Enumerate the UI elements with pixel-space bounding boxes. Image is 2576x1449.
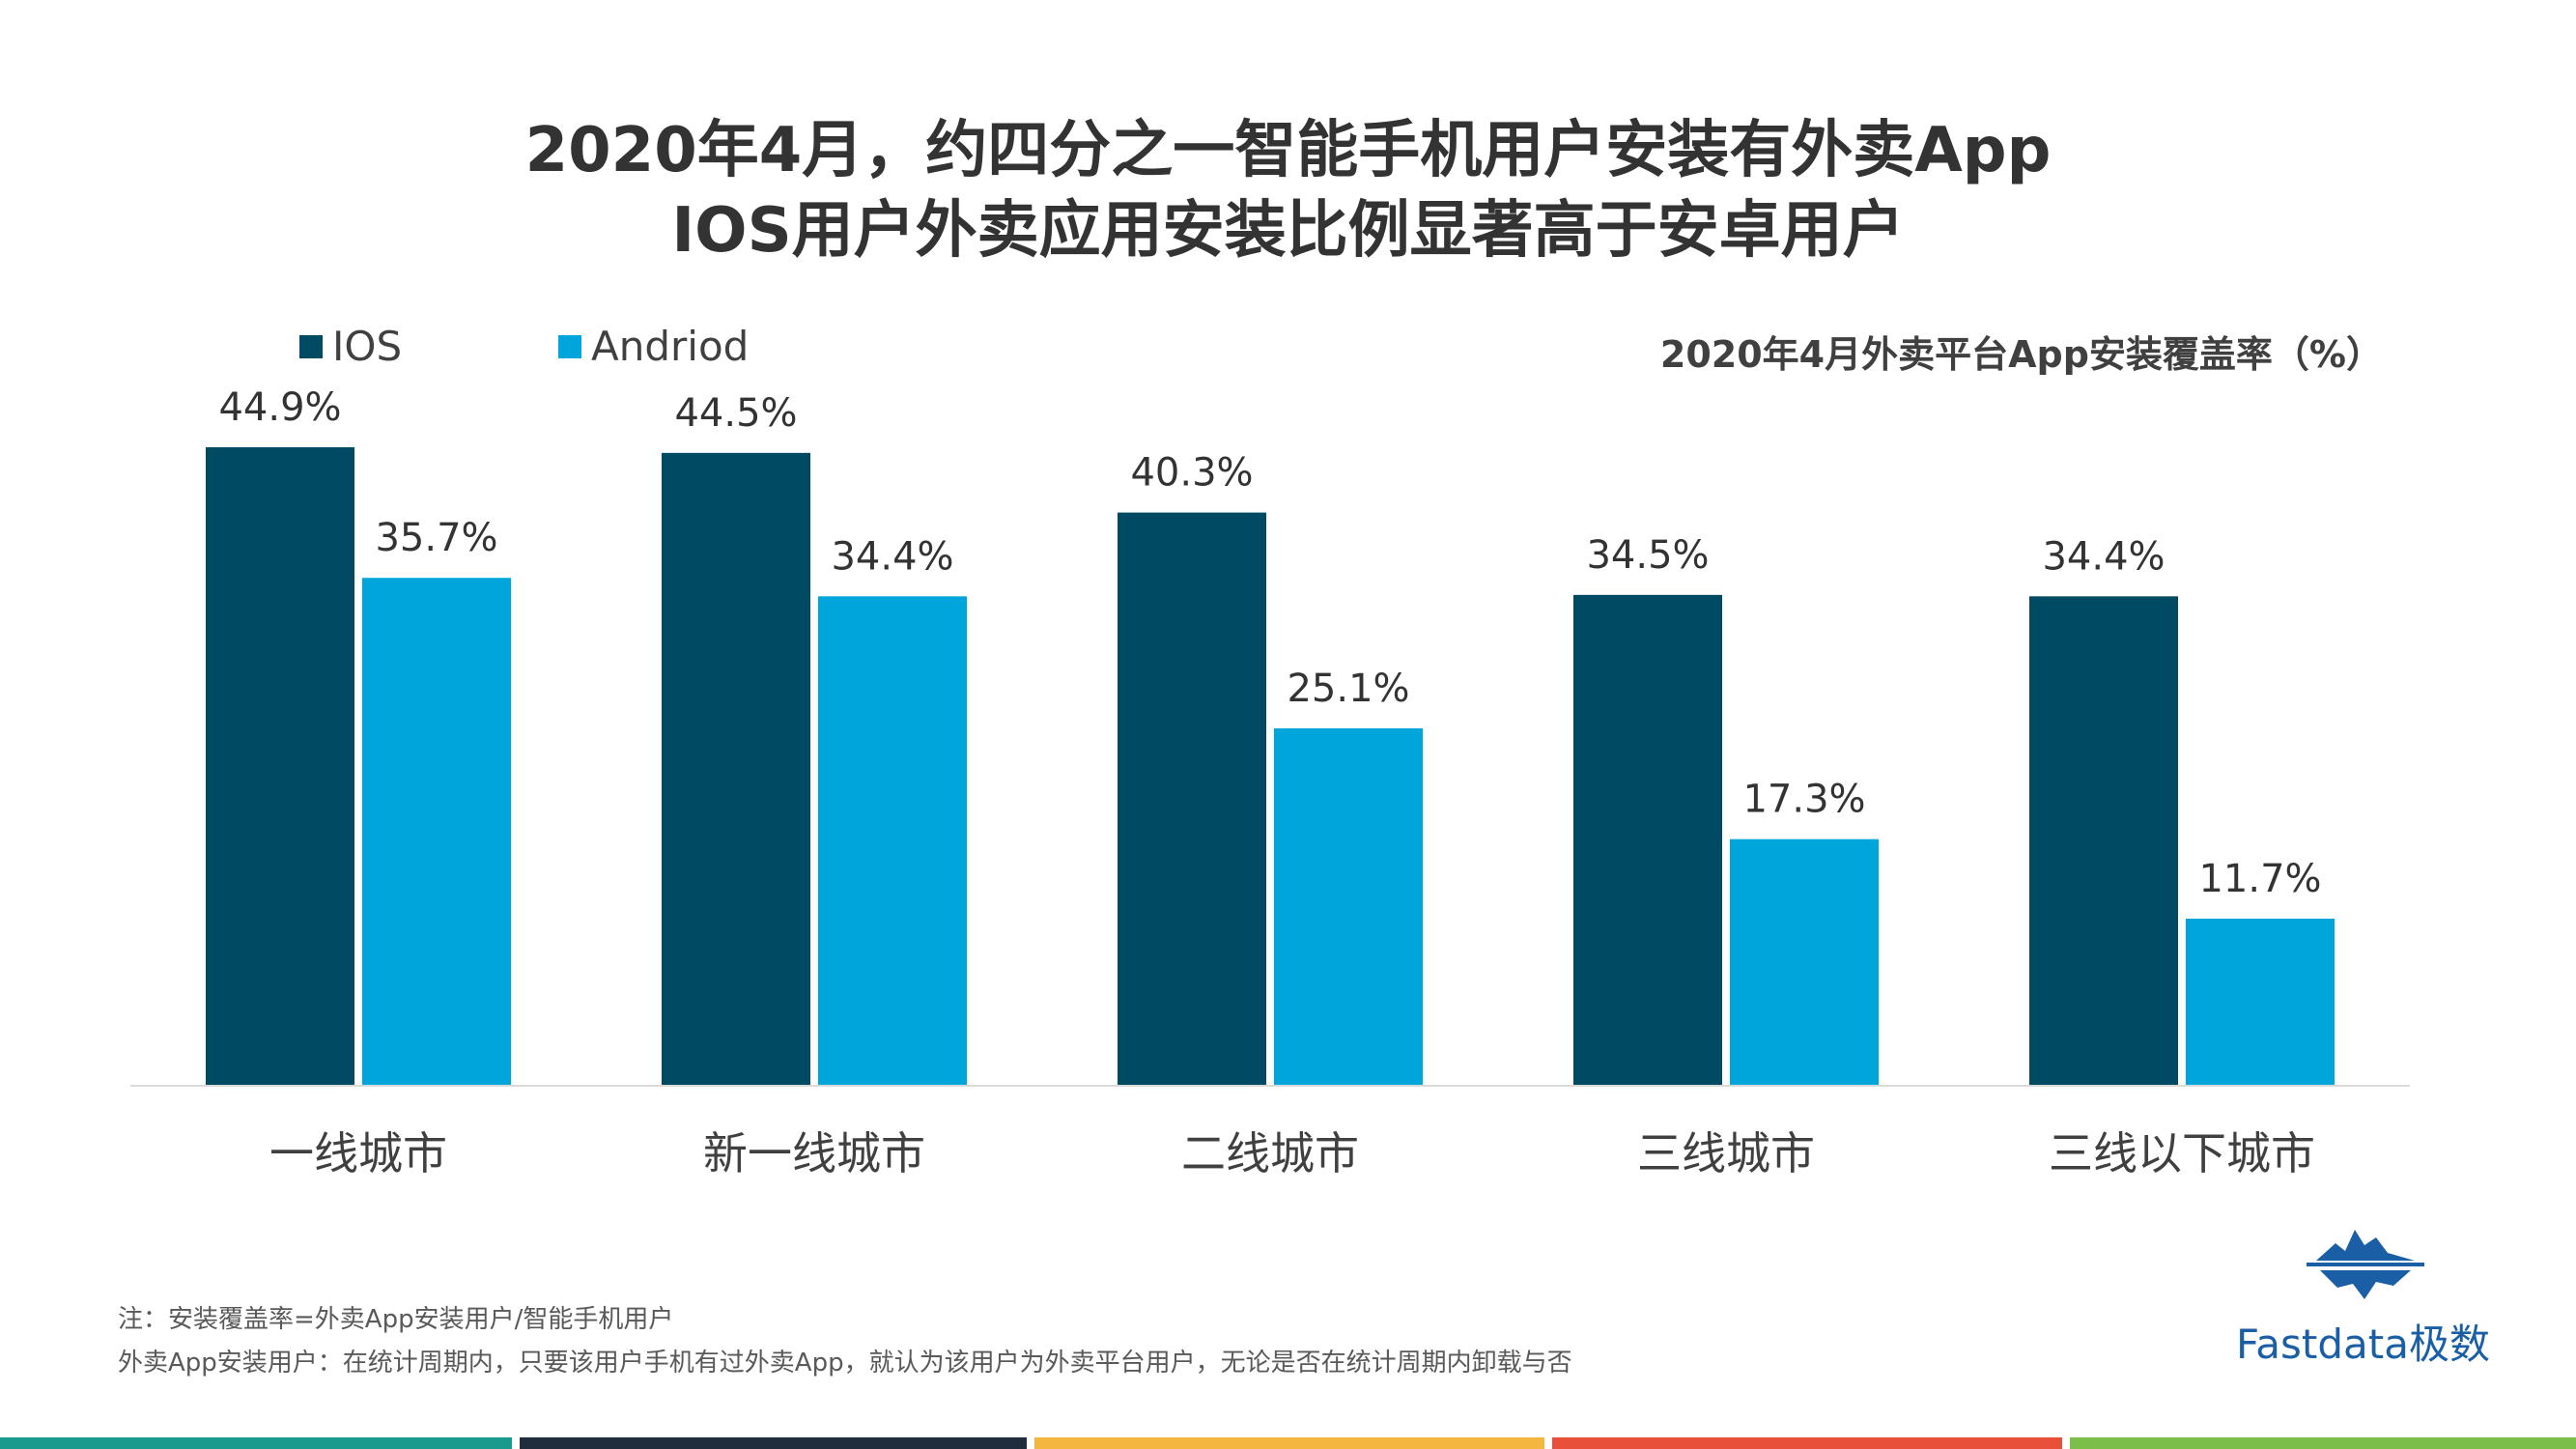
iceberg-icon bbox=[2307, 1230, 2424, 1299]
footer-stripe-segment bbox=[1552, 1437, 2062, 1449]
category-label-3: 三线城市 bbox=[1637, 1127, 1815, 1179]
logo-text: Fastdata极数 bbox=[2236, 1321, 2490, 1368]
data-label-android-2: 25.1% bbox=[1287, 667, 1409, 711]
data-label-ios-1: 44.5% bbox=[674, 391, 797, 436]
category-label-1: 新一线城市 bbox=[703, 1127, 925, 1179]
footer-stripe-segment bbox=[520, 1437, 1027, 1449]
chart-title: 2020年4月外卖平台App安装覆盖率（%） bbox=[1659, 333, 2383, 376]
legend-label-ios: IOS bbox=[332, 323, 403, 370]
bar-ios-2 bbox=[1118, 512, 1266, 1085]
bar-android-0 bbox=[362, 578, 511, 1085]
footnote-2: 外卖App安装用户：在统计周期内，只要该用户手机有过外卖App，就认为该用户为外… bbox=[118, 1349, 1572, 1378]
bar-ios-1 bbox=[662, 452, 810, 1086]
bar-android-2 bbox=[1274, 728, 1423, 1085]
legend-item-ios: IOS bbox=[299, 323, 402, 370]
data-label-android-1: 34.4% bbox=[831, 534, 953, 579]
legend-label-android: Andriod bbox=[591, 323, 750, 370]
data-label-android-4: 11.7% bbox=[2198, 857, 2321, 901]
bar-android-1 bbox=[818, 596, 967, 1085]
category-label-2: 二线城市 bbox=[1181, 1127, 1359, 1179]
bar-ios-4 bbox=[2029, 596, 2178, 1085]
bar-android-4 bbox=[2186, 919, 2335, 1085]
data-label-ios-4: 34.4% bbox=[2042, 534, 2165, 579]
page-title-line2: IOS用户外卖应用安装比例显著高于安卓用户 bbox=[671, 195, 1905, 267]
data-label-ios-2: 40.3% bbox=[1130, 451, 1253, 496]
category-label-4: 三线以下城市 bbox=[2049, 1127, 2315, 1179]
data-label-android-0: 35.7% bbox=[375, 516, 497, 560]
bar-chart: 44.9% 35.7% 一线城市 44.5% 34.4% 新一线城市 40.3% 25.1% 二… bbox=[130, 385, 2410, 1179]
data-label-ios-3: 34.5% bbox=[1586, 533, 1709, 578]
legend-item-android: Andriod bbox=[558, 323, 749, 370]
bar-ios-0 bbox=[206, 446, 354, 1086]
footer-stripe-segment bbox=[0, 1437, 512, 1449]
category-label-0: 一线城市 bbox=[269, 1127, 447, 1179]
legend-swatch-android bbox=[558, 334, 581, 358]
footer-stripe-segment bbox=[1034, 1437, 1544, 1449]
page-title-line1: 2020年4月，约四分之一智能手机用户安装有外卖App bbox=[524, 115, 2052, 186]
bar-ios-3 bbox=[1573, 594, 1722, 1085]
footnote-1: 注：安装覆盖率=外卖App安装用户/智能手机用户 bbox=[118, 1305, 674, 1334]
data-label-ios-0: 44.9% bbox=[218, 385, 341, 430]
bar-android-3 bbox=[1730, 838, 1879, 1085]
legend-swatch-ios bbox=[299, 334, 323, 358]
footer-stripe-segment bbox=[2070, 1437, 2576, 1449]
data-label-android-3: 17.3% bbox=[1742, 778, 1865, 822]
